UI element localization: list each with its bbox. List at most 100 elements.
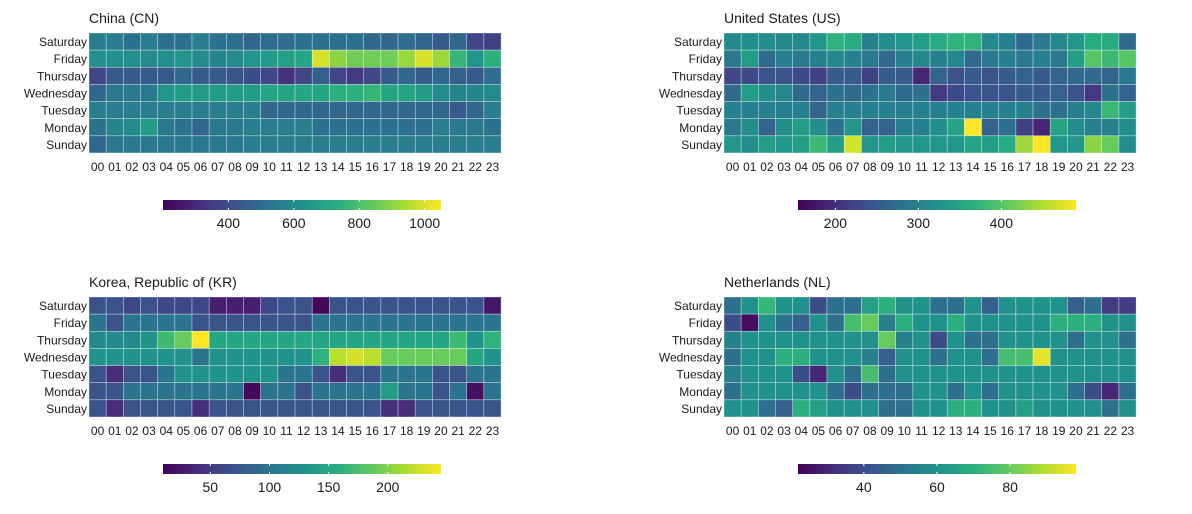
heatmap-cell <box>1067 32 1085 51</box>
heatmap-cell <box>277 118 296 137</box>
heatmap-cell <box>1118 49 1137 68</box>
heatmap-cell <box>363 399 382 418</box>
heatmap-cell <box>329 84 347 102</box>
heatmap-cell <box>449 382 468 401</box>
heatmap-cell <box>912 399 931 418</box>
colorbar-tick-label: 50 <box>203 479 219 495</box>
heatmap-cell <box>998 66 1017 85</box>
heatmap-cell <box>483 49 502 68</box>
heatmap-cell <box>432 313 450 332</box>
heatmap-cell <box>981 313 1000 332</box>
heatmap-cell <box>1015 313 1034 332</box>
column-label: 04 <box>160 160 174 174</box>
column-label: 14 <box>331 160 345 174</box>
heatmap-cell <box>1118 348 1137 366</box>
heatmap-cell <box>432 49 450 68</box>
heatmap-cell <box>311 348 330 366</box>
heatmap-cell <box>964 118 982 137</box>
heatmap-cell <box>243 296 261 315</box>
heatmap-cell <box>723 135 742 154</box>
heatmap-cell <box>792 32 811 51</box>
heatmap-cell <box>895 365 914 383</box>
heatmap-cell <box>123 118 141 137</box>
column-label: 23 <box>486 160 500 174</box>
heatmap-cell <box>123 330 141 349</box>
heatmap-cell <box>1118 84 1137 102</box>
heatmap-cell <box>277 313 296 332</box>
heatmap-cell <box>88 296 107 315</box>
column-label: 15 <box>348 160 362 174</box>
heatmap-cell <box>260 330 279 349</box>
heatmap-cell <box>226 348 244 366</box>
heatmap-cell <box>157 348 176 366</box>
heatmap-cell <box>397 399 416 418</box>
heatmap-cell <box>826 66 845 85</box>
heatmap-cell <box>191 365 210 383</box>
heatmap-cell <box>964 365 982 383</box>
heatmap-cell <box>363 382 382 401</box>
colorbar-tick-label: 80 <box>1002 479 1018 495</box>
heatmap-cell <box>243 135 261 154</box>
colorbar-tick-label: 600 <box>282 215 306 231</box>
heatmap-cell <box>449 330 468 349</box>
heatmap-cell <box>1049 313 1068 332</box>
heatmap-cell <box>946 84 965 102</box>
heatmap-panel: China (CN)Saturday Friday Thursday Wednesda… <box>24 10 502 231</box>
row-label: Monday <box>679 121 722 135</box>
heatmap-cell <box>861 365 879 383</box>
heatmap-cell <box>895 348 914 366</box>
heatmap-cell <box>346 84 365 102</box>
heatmap-cell <box>1101 330 1120 349</box>
heatmap-cell <box>432 84 450 102</box>
heatmap-cell <box>826 84 845 102</box>
heatmap-cell <box>861 330 879 349</box>
heatmap-cell <box>140 399 158 418</box>
heatmap-cell <box>946 296 965 315</box>
heatmap-cell <box>329 365 347 383</box>
heatmap-cell <box>363 32 382 51</box>
heatmap-cell <box>449 101 468 119</box>
heatmap-cell <box>964 399 982 418</box>
heatmap-cell <box>1032 330 1051 349</box>
heatmap-cell <box>895 101 914 119</box>
heatmap-cell <box>243 382 261 401</box>
column-label: 11 <box>915 424 928 438</box>
heatmap-cell <box>981 118 1000 137</box>
heatmap-cell <box>964 348 982 366</box>
heatmap-cell <box>843 49 862 68</box>
heatmap-cell <box>1084 118 1103 137</box>
heatmap-cell <box>1032 101 1051 119</box>
heatmap-cell <box>1015 32 1034 51</box>
heatmap-cell <box>998 365 1017 383</box>
heatmap-cell <box>758 296 776 315</box>
heatmap-cell <box>775 348 793 366</box>
row-label: Saturday <box>674 299 722 313</box>
heatmap-cell <box>174 101 193 119</box>
heatmap-cell <box>1101 32 1120 51</box>
heatmap-cell <box>929 66 948 85</box>
column-label: 18 <box>1035 424 1049 438</box>
heatmap-cell <box>861 399 879 418</box>
column-label: 01 <box>743 424 757 438</box>
heatmap-cell <box>226 49 244 68</box>
heatmap-cell <box>1118 135 1137 154</box>
heatmap-cell <box>946 66 965 85</box>
heatmap-cell <box>174 365 193 383</box>
heatmap-cell <box>809 66 828 85</box>
heatmap-cell <box>123 32 141 51</box>
heatmap-cell <box>414 296 433 315</box>
heatmap-cell <box>105 330 124 349</box>
heatmap-cell <box>895 66 914 85</box>
heatmap-cell <box>843 101 862 119</box>
column-label: 18 <box>1035 160 1049 174</box>
heatmap-cell <box>466 49 485 68</box>
heatmap-cell <box>1015 118 1034 137</box>
heatmap-cell <box>140 330 158 349</box>
heatmap-cell <box>191 101 210 119</box>
heatmap-cell <box>191 135 210 154</box>
column-label: 12 <box>932 160 946 174</box>
colorbar-tick-label: 400 <box>217 215 241 231</box>
heatmap-cell <box>346 49 365 68</box>
heatmap-cell <box>758 330 776 349</box>
heatmap-cell <box>1049 382 1068 401</box>
